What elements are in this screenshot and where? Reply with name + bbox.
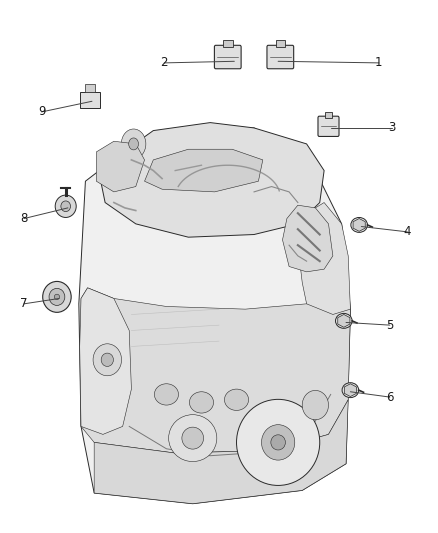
Ellipse shape: [182, 427, 204, 449]
Bar: [223, 40, 233, 47]
Polygon shape: [344, 384, 357, 397]
Ellipse shape: [129, 138, 138, 150]
FancyBboxPatch shape: [318, 116, 339, 136]
Text: 5: 5: [386, 319, 393, 332]
Polygon shape: [298, 203, 350, 314]
Text: 9: 9: [38, 106, 46, 118]
FancyBboxPatch shape: [267, 45, 293, 69]
Bar: [276, 40, 285, 47]
Polygon shape: [81, 288, 350, 453]
Ellipse shape: [261, 425, 295, 460]
Ellipse shape: [61, 201, 71, 212]
Bar: [325, 112, 332, 118]
Ellipse shape: [93, 344, 122, 376]
Ellipse shape: [225, 389, 249, 410]
Polygon shape: [94, 400, 348, 504]
Ellipse shape: [43, 281, 71, 312]
Polygon shape: [80, 288, 131, 434]
FancyBboxPatch shape: [214, 45, 241, 69]
Ellipse shape: [302, 390, 328, 420]
Ellipse shape: [336, 313, 352, 328]
Polygon shape: [79, 128, 350, 504]
Ellipse shape: [237, 399, 320, 486]
Ellipse shape: [169, 415, 217, 462]
Text: 8: 8: [21, 212, 28, 225]
Ellipse shape: [54, 294, 60, 300]
Ellipse shape: [154, 384, 178, 405]
Polygon shape: [338, 314, 350, 327]
Ellipse shape: [271, 435, 286, 450]
Text: 3: 3: [389, 122, 396, 134]
Polygon shape: [96, 141, 145, 192]
Ellipse shape: [121, 129, 146, 159]
Polygon shape: [145, 149, 263, 192]
Text: 4: 4: [403, 225, 411, 238]
Text: 6: 6: [386, 391, 394, 403]
Polygon shape: [101, 123, 324, 237]
Ellipse shape: [351, 217, 367, 232]
Ellipse shape: [49, 288, 65, 305]
Ellipse shape: [101, 353, 113, 367]
Text: 2: 2: [160, 56, 168, 69]
Text: 1: 1: [375, 56, 383, 69]
Ellipse shape: [55, 195, 76, 217]
Ellipse shape: [342, 383, 359, 398]
Polygon shape: [283, 205, 333, 272]
Bar: [85, 84, 95, 92]
Bar: [80, 92, 99, 108]
Text: 7: 7: [20, 297, 28, 310]
Polygon shape: [353, 219, 365, 231]
Ellipse shape: [190, 392, 214, 413]
